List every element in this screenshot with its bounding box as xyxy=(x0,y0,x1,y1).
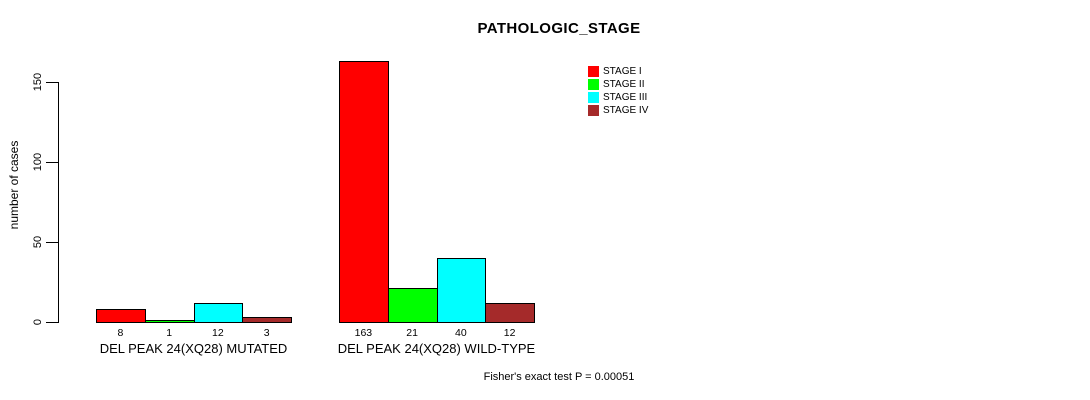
y-tick-label: 0 xyxy=(32,318,44,326)
bar-value-label: 40 xyxy=(455,327,467,339)
bar-stage-iv-del-peak-24-xq28-mutated xyxy=(242,317,292,323)
fisher-test-annotation: Fisher's exact test P = 0.00051 xyxy=(483,371,635,383)
y-tick-mark xyxy=(46,82,58,83)
y-tick-label: 150 xyxy=(32,72,44,92)
bar-value-label: 163 xyxy=(354,327,373,339)
bar-stage-iii-del-peak-24-xq28-wild-type xyxy=(436,258,487,323)
y-tick-mark xyxy=(46,242,58,243)
bar-value-label: 3 xyxy=(263,327,270,339)
legend-label: STAGE I xyxy=(603,66,642,77)
bar-stage-iii-del-peak-24-xq28-mutated xyxy=(193,302,244,323)
legend-swatch-stage-ii xyxy=(588,79,599,90)
bar-stage-ii-del-peak-24-xq28-mutated xyxy=(144,320,195,323)
legend-label: STAGE III xyxy=(603,92,648,103)
legend-swatch-stage-iv xyxy=(588,105,599,116)
category-label: DEL PEAK 24(XQ28) MUTATED xyxy=(99,341,288,356)
bar-value-label: 8 xyxy=(117,327,124,339)
bar-stage-i-del-peak-24-xq28-wild-type xyxy=(339,61,389,323)
chart-title: PATHOLOGIC_STAGE xyxy=(477,20,641,37)
legend: STAGE I STAGE II STAGE III STAGE IV xyxy=(588,66,648,118)
y-tick-mark xyxy=(46,322,58,323)
bar-value-label: 1 xyxy=(166,327,173,339)
legend-item-stage-ii: STAGE II xyxy=(588,79,648,90)
legend-item-stage-i: STAGE I xyxy=(588,66,648,77)
bar-stage-i-del-peak-24-xq28-mutated xyxy=(96,309,146,323)
legend-label: STAGE II xyxy=(603,79,645,90)
bar-value-label: 12 xyxy=(212,327,224,339)
y-tick-label: 100 xyxy=(32,152,44,172)
y-axis-line xyxy=(58,82,59,323)
bar-value-label: 21 xyxy=(406,327,418,339)
bar-value-label: 12 xyxy=(503,327,516,339)
bar-stage-ii-del-peak-24-xq28-wild-type xyxy=(387,288,438,323)
legend-item-stage-iii: STAGE III xyxy=(588,92,648,103)
legend-label: STAGE IV xyxy=(603,105,649,116)
y-axis-label: number of cases xyxy=(7,140,21,230)
y-tick-label: 50 xyxy=(32,235,44,249)
y-tick-mark xyxy=(46,162,58,163)
category-label: DEL PEAK 24(XQ28) WILD-TYPE xyxy=(337,341,536,356)
legend-item-stage-iv: STAGE IV xyxy=(588,105,648,116)
bar-stage-iv-del-peak-24-xq28-wild-type xyxy=(485,302,535,323)
legend-swatch-stage-iii xyxy=(588,92,599,103)
legend-swatch-stage-i xyxy=(588,66,599,77)
